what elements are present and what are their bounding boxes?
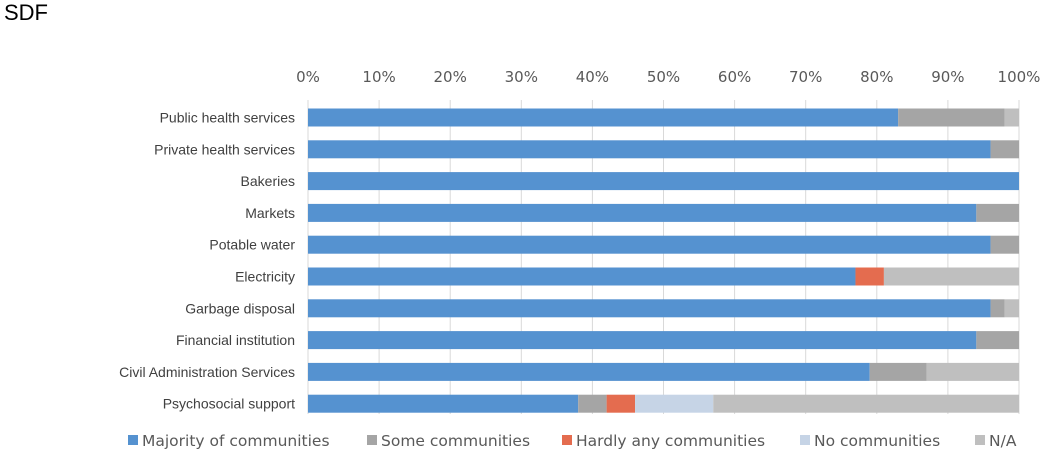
category-label: Private health services [154,141,295,157]
x-tick-label: 10% [362,68,395,86]
x-tick-label: 90% [931,68,964,86]
legend-swatch [128,435,138,445]
bar-segment [308,203,977,222]
legend-label: Majority of communities [142,432,330,450]
bar-segment [606,394,636,413]
x-tick-label: 0% [296,68,320,86]
x-tick-label: 60% [718,68,751,86]
bar-segment [308,267,856,286]
bar-segment [898,108,1005,127]
legend-swatch [975,435,985,445]
legend: Majority of communities Some communities H… [128,432,1017,450]
bar-segment [926,362,1019,381]
bar-segment [869,362,927,381]
x-tick-label: 70% [789,68,822,86]
bar-segment [308,108,899,127]
bar-segment [308,140,991,159]
x-axis-ticks: 0% 10% 20% 30% 40% 50% 60% 70% 80% 90% 100% [296,68,1040,86]
bar-segment [578,394,607,413]
legend-swatch [562,435,572,445]
bar-segment [1004,299,1019,318]
bar-segment [635,394,714,413]
x-tick-label: 40% [576,68,609,86]
legend-label: Some communities [381,432,530,450]
legend-swatch [800,435,810,445]
bar-segment [976,331,1019,350]
bar-segment [855,267,884,286]
category-label: Bakeries [241,173,295,189]
category-label: Markets [245,205,295,221]
bar-segment [308,331,977,350]
bar-segment [976,203,1019,222]
category-label: Financial institution [176,332,295,348]
chart-title: SDF [4,0,48,25]
bar-segment [308,394,579,413]
x-tick-label: 100% [998,68,1041,86]
x-tick-label: 20% [434,68,467,86]
bar-segment [308,362,870,381]
bar-segment [990,299,1005,318]
bar-segment [308,299,991,318]
category-label: Psychosocial support [163,396,295,412]
legend-label: No communities [814,432,940,450]
category-label: Garbage disposal [185,300,295,316]
bar-segment [308,235,991,254]
x-tick-label: 30% [505,68,538,86]
bar-segment [883,267,1019,286]
bar-segment [990,140,1019,159]
category-label: Electricity [235,269,295,285]
x-tick-label: 80% [860,68,893,86]
category-labels: Public health services Private health ser… [119,110,295,412]
bars [308,108,1019,413]
bar-segment [713,394,1019,413]
bar-segment [308,172,1019,191]
category-label: Potable water [209,237,295,253]
category-label: Civil Administration Services [119,364,295,380]
x-tick-label: 50% [647,68,680,86]
legend-swatch [367,435,377,445]
category-label: Public health services [160,110,295,126]
bar-segment [990,235,1019,254]
legend-label: Hardly any communities [576,432,765,450]
bar-segment [1004,108,1019,127]
legend-label: N/A [989,432,1017,450]
